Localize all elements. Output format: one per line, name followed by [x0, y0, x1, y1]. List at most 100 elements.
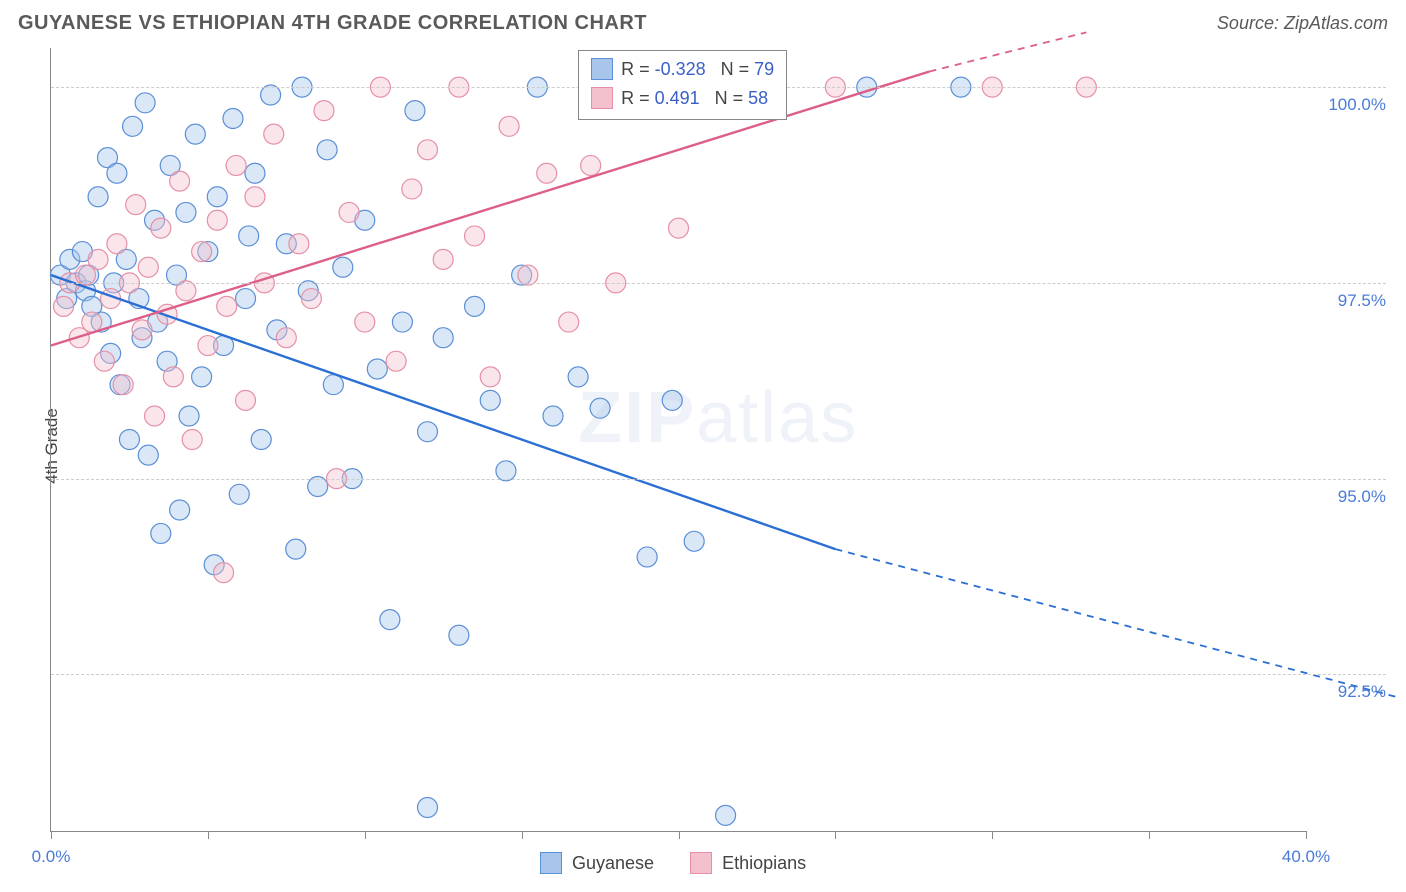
- legend-swatch: [690, 852, 712, 874]
- data-point: [123, 116, 143, 136]
- data-point: [314, 101, 334, 121]
- x-tick: [208, 831, 209, 839]
- data-point: [465, 226, 485, 246]
- chart-svg-layer: [51, 48, 1306, 831]
- x-tick: [1306, 831, 1307, 839]
- legend-swatch: [591, 58, 613, 80]
- data-point: [537, 163, 557, 183]
- x-tick: [522, 831, 523, 839]
- data-point: [170, 500, 190, 520]
- data-point: [418, 140, 438, 160]
- data-point: [198, 336, 218, 356]
- data-point: [380, 610, 400, 630]
- y-tick-label: 100.0%: [1312, 95, 1386, 115]
- data-point: [465, 296, 485, 316]
- data-point: [264, 124, 284, 144]
- legend-swatch: [591, 87, 613, 109]
- data-point: [355, 312, 375, 332]
- x-tick-label: 0.0%: [32, 847, 71, 867]
- data-point: [119, 430, 139, 450]
- x-tick-label: 40.0%: [1282, 847, 1330, 867]
- data-point: [88, 187, 108, 207]
- data-point: [217, 296, 237, 316]
- data-point: [207, 210, 227, 230]
- data-point: [113, 375, 133, 395]
- data-point: [433, 328, 453, 348]
- data-point: [236, 289, 256, 309]
- data-point: [276, 328, 296, 348]
- data-point: [449, 625, 469, 645]
- data-point: [185, 124, 205, 144]
- data-point: [559, 312, 579, 332]
- data-point: [251, 430, 271, 450]
- data-point: [176, 202, 196, 222]
- x-tick: [1149, 831, 1150, 839]
- data-point: [480, 390, 500, 410]
- data-point: [402, 179, 422, 199]
- data-point: [138, 257, 158, 277]
- data-point: [163, 367, 183, 387]
- data-point: [716, 805, 736, 825]
- data-point: [179, 406, 199, 426]
- data-point: [581, 155, 601, 175]
- chart-header: GUYANESE VS ETHIOPIAN 4TH GRADE CORRELAT…: [18, 12, 1388, 35]
- stats-legend: R = -0.328 N = 79R = 0.491 N = 58: [578, 50, 787, 120]
- x-tick: [51, 831, 52, 839]
- legend-item: Ethiopians: [690, 852, 806, 874]
- stats-legend-row: R = -0.328 N = 79: [591, 55, 774, 84]
- data-point: [301, 289, 321, 309]
- legend-swatch: [540, 852, 562, 874]
- data-point: [418, 422, 438, 442]
- data-point: [499, 116, 519, 136]
- data-point: [229, 484, 249, 504]
- data-point: [317, 140, 337, 160]
- data-point: [192, 367, 212, 387]
- data-point: [662, 390, 682, 410]
- data-point: [145, 406, 165, 426]
- data-point: [107, 234, 127, 254]
- trend-line-extrapolated: [835, 549, 1400, 698]
- data-point: [684, 531, 704, 551]
- data-point: [236, 390, 256, 410]
- y-tick-label: 92.5%: [1312, 682, 1386, 702]
- data-point: [54, 296, 74, 316]
- gridline: [51, 674, 1386, 675]
- data-point: [82, 312, 102, 332]
- data-point: [568, 367, 588, 387]
- trend-line: [51, 275, 835, 549]
- legend-label: Ethiopians: [722, 853, 806, 874]
- data-point: [669, 218, 689, 238]
- data-point: [126, 195, 146, 215]
- chart-title: GUYANESE VS ETHIOPIAN 4TH GRADE CORRELAT…: [18, 12, 647, 35]
- data-point: [289, 234, 309, 254]
- data-point: [392, 312, 412, 332]
- chart-plot-area: ZIPatlas 92.5%95.0%97.5%100.0%0.0%40.0%R…: [50, 48, 1306, 832]
- data-point: [151, 523, 171, 543]
- data-point: [151, 218, 171, 238]
- legend-label: Guyanese: [572, 853, 654, 874]
- gridline: [51, 479, 1386, 480]
- data-point: [245, 187, 265, 207]
- data-point: [135, 93, 155, 113]
- data-point: [182, 430, 202, 450]
- x-tick: [835, 831, 836, 839]
- data-point: [637, 547, 657, 567]
- data-point: [192, 242, 212, 262]
- data-point: [333, 257, 353, 277]
- data-point: [480, 367, 500, 387]
- trend-line-extrapolated: [930, 32, 1087, 71]
- data-point: [590, 398, 610, 418]
- data-point: [433, 249, 453, 269]
- data-point: [138, 445, 158, 465]
- source-label: Source: ZipAtlas.com: [1217, 13, 1388, 34]
- stats-legend-row: R = 0.491 N = 58: [591, 84, 774, 113]
- data-point: [367, 359, 387, 379]
- data-point: [214, 563, 234, 583]
- data-point: [418, 798, 438, 818]
- legend-item: Guyanese: [540, 852, 654, 874]
- x-tick: [992, 831, 993, 839]
- gridline: [51, 283, 1386, 284]
- data-point: [88, 249, 108, 269]
- data-point: [107, 163, 127, 183]
- data-point: [223, 108, 243, 128]
